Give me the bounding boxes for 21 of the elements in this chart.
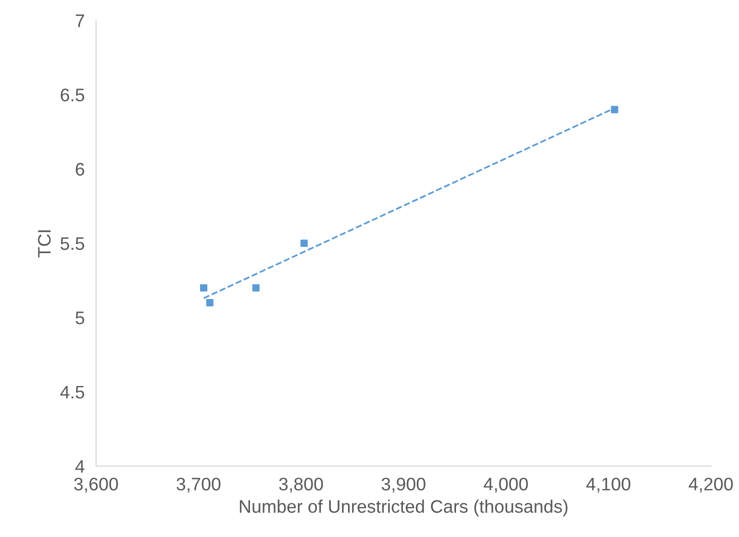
x-tick-label: 3,600 bbox=[74, 478, 118, 493]
y-tick-label: 4 bbox=[75, 460, 84, 473]
point bbox=[200, 284, 208, 292]
y-tick-label: 6.5 bbox=[60, 88, 84, 102]
y-tick-label: 7 bbox=[76, 14, 84, 27]
y-axis-title: TCI bbox=[38, 230, 51, 258]
x-tick-label: 3,800 bbox=[279, 478, 323, 493]
x-tick-label: 3,900 bbox=[382, 478, 426, 493]
x-tick-label: 3,700 bbox=[176, 478, 220, 493]
y-tick-label: 6 bbox=[76, 162, 84, 176]
x-tick-label: 4,200 bbox=[688, 478, 733, 493]
point bbox=[206, 299, 214, 306]
y-tick-label: 4.5 bbox=[60, 386, 84, 399]
x-axis-title: Number of Unrestricted Cars (thousands) bbox=[240, 500, 568, 516]
y-tick-label: 5.5 bbox=[60, 237, 84, 250]
point bbox=[610, 106, 618, 114]
x-tick-label: 4,000 bbox=[484, 478, 528, 493]
x-tick-label: 4,100 bbox=[586, 478, 630, 493]
point bbox=[252, 284, 260, 292]
point bbox=[300, 240, 308, 247]
y-tick-label: 5 bbox=[76, 312, 84, 324]
